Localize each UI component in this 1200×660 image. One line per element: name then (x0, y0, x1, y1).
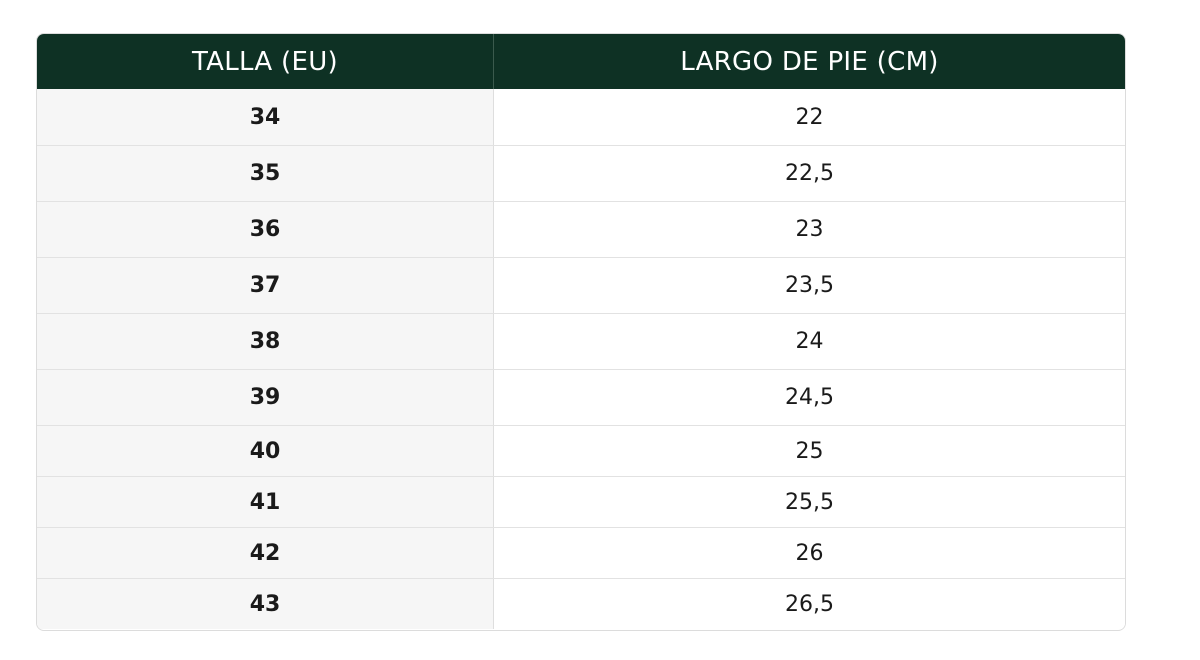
table-row: 37 23,5 (37, 257, 1125, 313)
length-cell: 26 (494, 528, 1125, 578)
size-cell: 42 (37, 528, 494, 578)
length-cell: 23 (494, 202, 1125, 257)
table-row: 43 26,5 (37, 578, 1125, 629)
size-cell: 38 (37, 314, 494, 369)
length-cell: 23,5 (494, 258, 1125, 313)
size-cell: 35 (37, 146, 494, 201)
length-cell: 22 (494, 89, 1125, 145)
length-cell: 26,5 (494, 579, 1125, 629)
size-cell: 41 (37, 477, 494, 527)
size-cell: 39 (37, 370, 494, 425)
size-cell: 37 (37, 258, 494, 313)
table-row: 40 25 (37, 425, 1125, 476)
table-row: 42 26 (37, 527, 1125, 578)
table-row: 39 24,5 (37, 369, 1125, 425)
size-cell: 36 (37, 202, 494, 257)
header-size-eu: TALLA (EU) (37, 34, 494, 89)
size-cell: 43 (37, 579, 494, 629)
table-header-row: TALLA (EU) LARGO DE PIE (CM) (37, 34, 1125, 89)
table-body: 34 22 35 22,5 36 23 37 23,5 38 24 39 24,… (37, 89, 1125, 629)
length-cell: 24 (494, 314, 1125, 369)
length-cell: 22,5 (494, 146, 1125, 201)
table-row: 41 25,5 (37, 476, 1125, 527)
table-row: 35 22,5 (37, 145, 1125, 201)
length-cell: 24,5 (494, 370, 1125, 425)
table-row: 38 24 (37, 313, 1125, 369)
table-row: 34 22 (37, 89, 1125, 145)
size-cell: 40 (37, 426, 494, 476)
size-cell: 34 (37, 89, 494, 145)
header-foot-length-cm: LARGO DE PIE (CM) (680, 46, 939, 77)
size-chart-table: TALLA (EU) LARGO DE PIE (CM) 34 22 35 22… (36, 33, 1126, 631)
length-cell: 25,5 (494, 477, 1125, 527)
length-cell: 25 (494, 426, 1125, 476)
table-row: 36 23 (37, 201, 1125, 257)
